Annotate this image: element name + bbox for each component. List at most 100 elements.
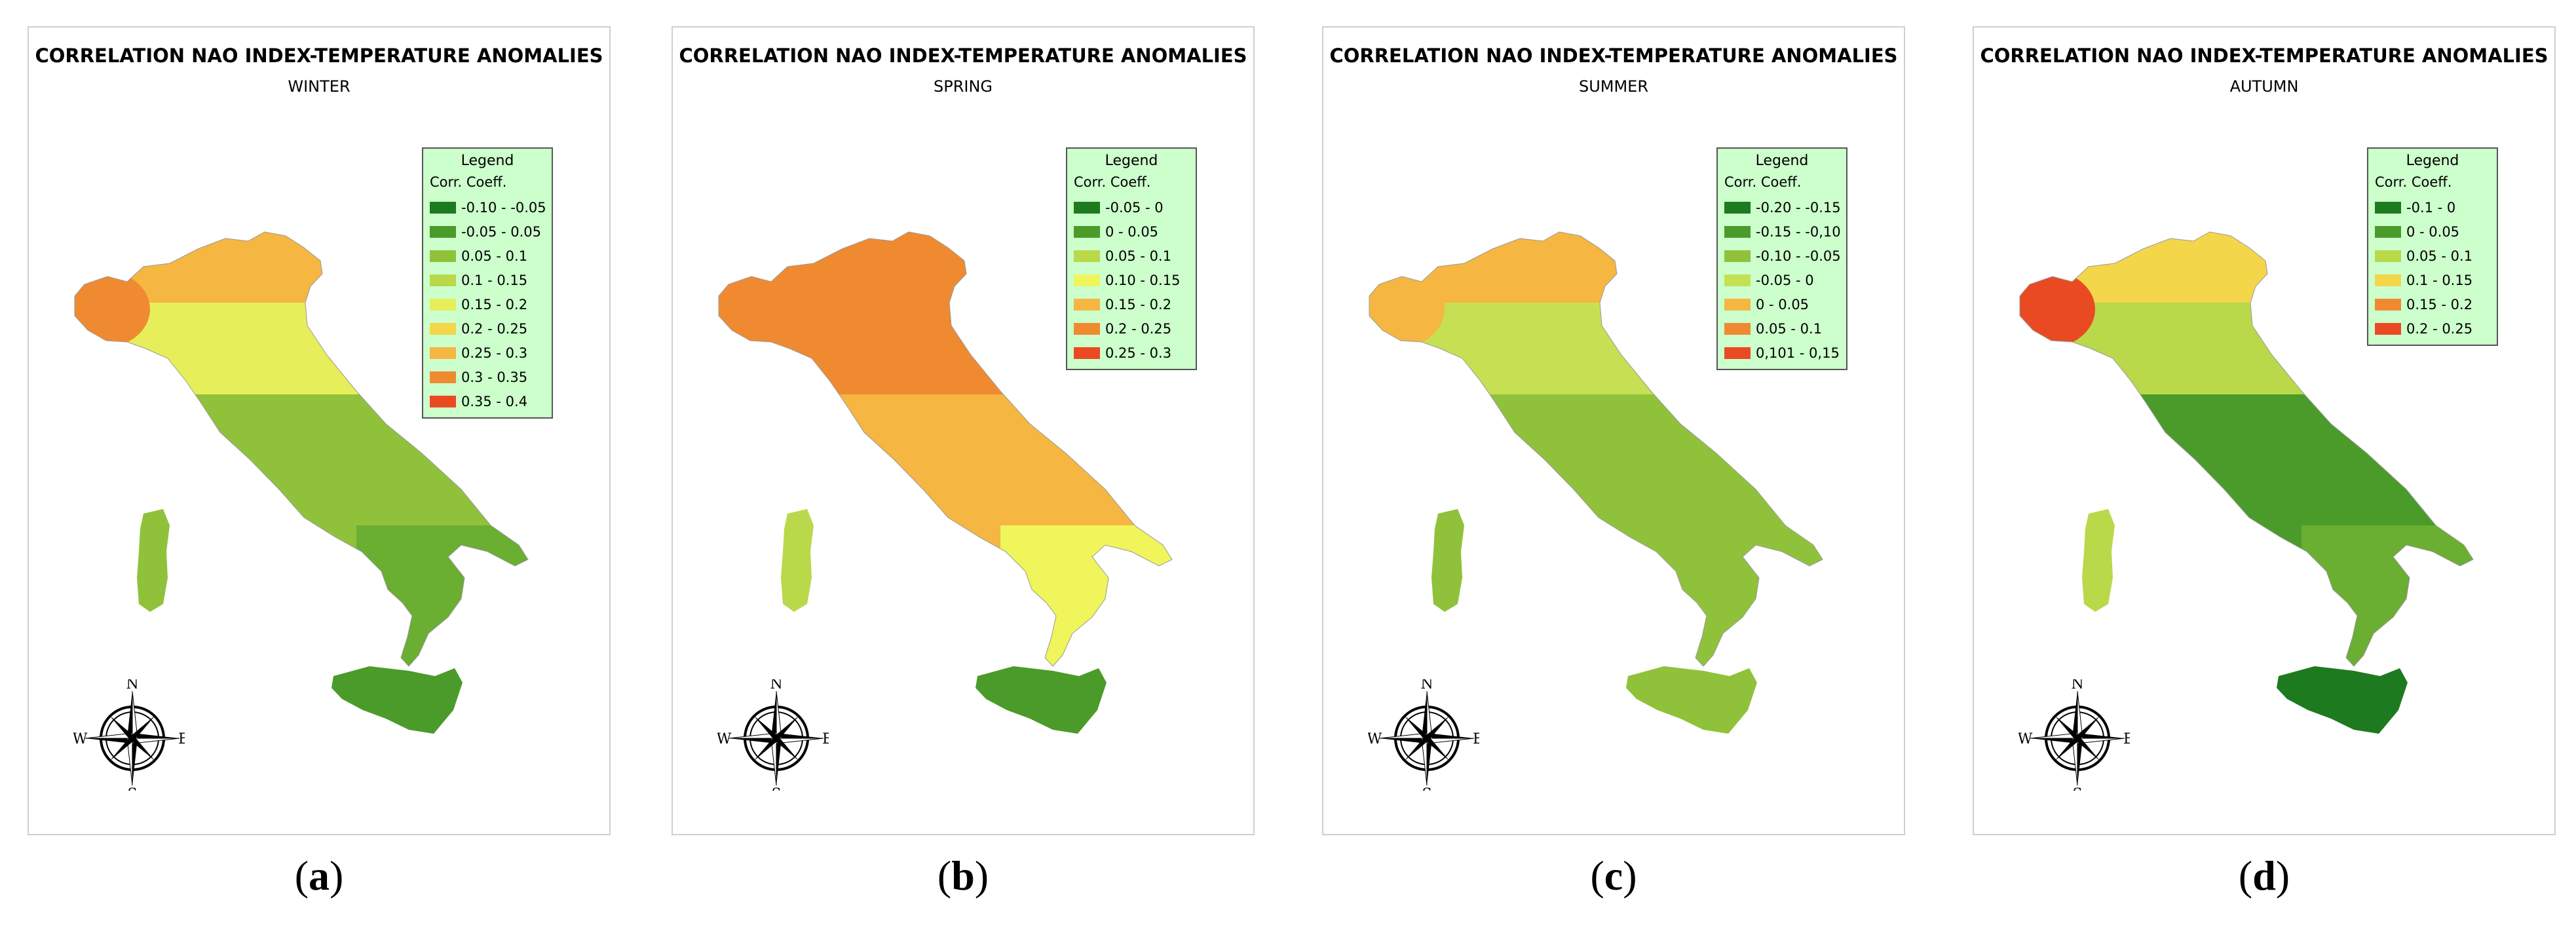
legend-item: -0.05 - 0 [1074, 195, 1196, 219]
legend-label: 0.15 - 0.2 [461, 296, 528, 312]
legend-swatch [1724, 250, 1751, 262]
legend-label: 0.1 - 0.15 [2406, 272, 2473, 288]
legend-label: 0.10 - 0.15 [1105, 272, 1181, 288]
legend-label: 0.05 - 0.1 [1756, 320, 1823, 337]
region-northwest [719, 270, 794, 349]
legend: Legend Corr. Coeff. -0.05 - 0 0 - 0.05 0.05 … [1066, 147, 1197, 370]
map-title: CORRELATION NAO INDEX-TEMPERATURE ANOMAL… [679, 45, 1247, 67]
legend-label: -0.1 - 0 [2406, 199, 2456, 216]
legend-label: 0.25 - 0.3 [1105, 345, 1172, 361]
italy-outline [1369, 231, 1823, 667]
legend-swatch [2375, 201, 2401, 214]
legend-item: 0 - 0.05 [2375, 219, 2497, 244]
legend-item: -0.05 - 0 [1724, 268, 1846, 292]
legend-label: 0.05 - 0.1 [2406, 248, 2473, 264]
panel-caption: (b) [937, 852, 989, 899]
map-panel-winter: CORRELATION NAO INDEX-TEMPERATURE ANOMAL… [28, 26, 611, 835]
legend-item: 0.2 - 0.25 [2375, 316, 2497, 341]
compass-rose-icon: N S E W [1368, 679, 1479, 791]
map-title: CORRELATION NAO INDEX-TEMPERATURE ANOMAL… [1329, 45, 1898, 67]
legend-swatch [2375, 225, 2401, 238]
legend-item: 0.3 - 0.35 [430, 365, 552, 389]
compass-n: N [1420, 679, 1433, 692]
sardinia-island [1431, 509, 1464, 612]
legend-item: 0.05 - 0.1 [2375, 244, 2497, 268]
panel-caption: (c) [1590, 852, 1637, 899]
compass-e: E [2123, 731, 2130, 747]
legend-item: 0 - 0.05 [1724, 292, 1846, 316]
map-title: CORRELATION NAO INDEX-TEMPERATURE ANOMAL… [35, 45, 603, 67]
compass-s: S [771, 786, 781, 791]
legend-label: 0.2 - 0.25 [2406, 320, 2473, 337]
legend-item: 0,101 - 0,15 [1724, 341, 1846, 365]
compass-w: W [73, 731, 88, 747]
compass-n: N [126, 679, 138, 692]
panel-letter: c [1604, 852, 1623, 899]
season-label: AUTUMN [2229, 77, 2299, 96]
legend-swatch [430, 322, 456, 335]
legend-item: 0.05 - 0.1 [1724, 316, 1846, 341]
italy-outline [718, 231, 1173, 667]
compass-w: W [717, 731, 732, 747]
legend-swatch [1074, 274, 1100, 286]
legend-item: 0.10 - 0.15 [1074, 268, 1196, 292]
legend-swatch [1724, 322, 1751, 335]
legend-swatch [1074, 201, 1100, 214]
sicily-island [2277, 666, 2408, 734]
region-northwest [1369, 270, 1445, 349]
legend-swatch [1074, 298, 1100, 311]
legend-swatch [430, 371, 456, 383]
panel-caption: (d) [2238, 852, 2290, 899]
map-title: CORRELATION NAO INDEX-TEMPERATURE ANOMAL… [1980, 45, 2548, 67]
region-northwest [75, 270, 150, 349]
legend-swatch [1724, 274, 1751, 286]
legend-label: 0.05 - 0.1 [461, 248, 528, 264]
panel-letter: d [2252, 852, 2276, 899]
compass-n: N [2071, 679, 2083, 692]
legend-label: 0 - 0.05 [2406, 223, 2460, 240]
compass-s: S [127, 786, 137, 791]
legend-label: 0.25 - 0.3 [461, 345, 528, 361]
legend-item: 0.05 - 0.1 [1074, 244, 1196, 268]
legend-swatch [430, 298, 456, 311]
panel-letter: b [951, 852, 975, 899]
legend-item: -0.15 - -0,10 [1724, 219, 1846, 244]
legend-item: 0.25 - 0.3 [1074, 341, 1196, 365]
legend-swatch [430, 347, 456, 359]
legend-label: -0.10 - -0.05 [1756, 248, 1841, 264]
legend-item: 0.2 - 0.25 [430, 316, 552, 341]
legend-item: 0.15 - 0.2 [430, 292, 552, 316]
compass-s: S [1422, 786, 1431, 791]
map-panel-summer: CORRELATION NAO INDEX-TEMPERATURE ANOMAL… [1322, 26, 1905, 835]
sicily-island [975, 666, 1107, 734]
legend: Legend Corr. Coeff. -0.1 - 0 0 - 0.05 0.05 -… [2367, 147, 2498, 346]
legend-title: Legend [461, 153, 514, 169]
legend-swatch [2375, 298, 2401, 311]
legend-label: 0,101 - 0,15 [1756, 345, 1840, 361]
legend-item: 0 - 0.05 [1074, 219, 1196, 244]
legend-swatch [2375, 274, 2401, 286]
legend-swatch [430, 274, 456, 286]
legend-label: 0.2 - 0.25 [461, 320, 528, 337]
region-northwest [2020, 270, 2095, 349]
legend-item: 0.1 - 0.15 [2375, 268, 2497, 292]
legend-swatch [1074, 322, 1100, 335]
panel-letter: a [309, 852, 330, 899]
legend-item: 0.15 - 0.2 [2375, 292, 2497, 316]
compass-e: E [822, 731, 829, 747]
season-label: SUMMER [1578, 77, 1649, 96]
legend-label: -0.05 - 0 [1105, 199, 1164, 216]
italy-outline [74, 231, 529, 667]
season-label: WINTER [288, 77, 350, 96]
legend-swatch [430, 395, 456, 407]
legend: Legend Corr. Coeff. -0.20 - -0.15 -0.15 - -… [1716, 147, 1847, 370]
legend-item: 0.15 - 0.2 [1074, 292, 1196, 316]
season-label: SPRING [933, 77, 993, 96]
compass-n: N [770, 679, 782, 692]
legend-swatch [1074, 347, 1100, 359]
sardinia-island [781, 509, 814, 612]
compass-e: E [178, 731, 185, 747]
legend-item: 0.05 - 0.1 [430, 244, 552, 268]
sardinia-island [2082, 509, 2115, 612]
legend-label: -0.15 - -0,10 [1756, 223, 1841, 240]
